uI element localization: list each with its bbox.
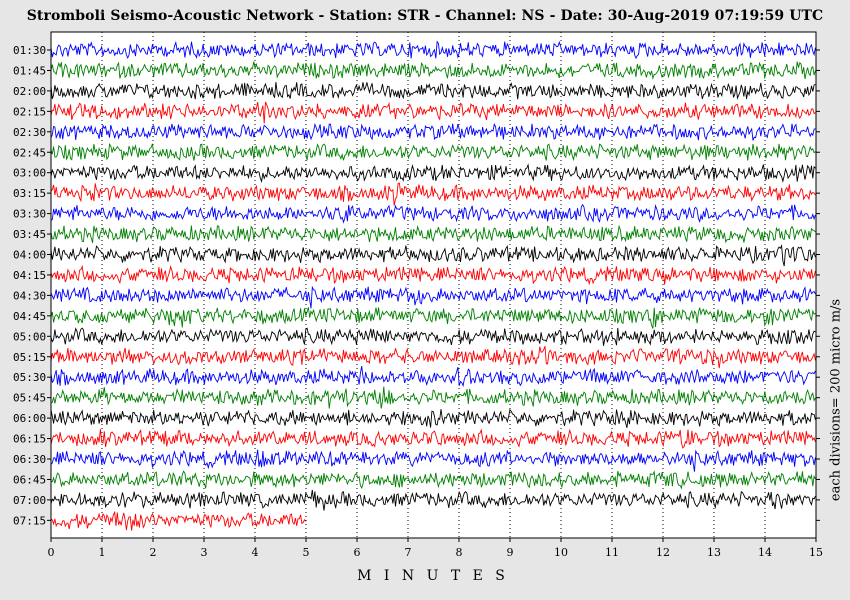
time-label: 02:30 bbox=[13, 126, 46, 139]
x-tick-label: 13 bbox=[707, 546, 721, 559]
x-tick-label: 10 bbox=[554, 546, 568, 559]
time-label: 05:30 bbox=[13, 371, 46, 384]
trace-0515 bbox=[50, 345, 816, 369]
trace-0645 bbox=[50, 470, 816, 490]
trace-0230 bbox=[50, 122, 816, 141]
trace-0330 bbox=[50, 203, 816, 224]
time-label: 02:00 bbox=[13, 85, 46, 98]
x-tick-label: 6 bbox=[354, 546, 361, 559]
x-tick-label: 5 bbox=[303, 546, 310, 559]
trace-0200 bbox=[50, 82, 816, 100]
trace-0530 bbox=[50, 366, 816, 388]
trace-0700 bbox=[50, 489, 816, 511]
trace-0345 bbox=[50, 224, 816, 244]
trace-0630 bbox=[50, 449, 816, 472]
trace-0500 bbox=[50, 327, 816, 346]
trace-group bbox=[50, 40, 816, 531]
trace-0245 bbox=[50, 143, 816, 162]
x-tick-label: 0 bbox=[48, 546, 55, 559]
x-tick-label: 12 bbox=[656, 546, 670, 559]
time-label: 04:45 bbox=[13, 310, 46, 323]
trace-0445 bbox=[50, 307, 816, 329]
time-label: 03:45 bbox=[13, 228, 46, 241]
trace-0130 bbox=[50, 40, 816, 60]
x-tick-label: 4 bbox=[252, 546, 259, 559]
trace-0415 bbox=[50, 264, 816, 286]
x-tick-label: 3 bbox=[201, 546, 208, 559]
x-tick-label: 2 bbox=[150, 546, 157, 559]
trace-0430 bbox=[50, 285, 816, 309]
trace-0145 bbox=[50, 61, 816, 80]
x-tick-label: 11 bbox=[605, 546, 619, 559]
x-ticks: 0 1 2 3 4 5 6 7 8 9 10 11 12 13 14 15 bbox=[48, 538, 823, 559]
x-tick-label: 8 bbox=[456, 546, 463, 559]
time-label: 01:30 bbox=[13, 44, 46, 57]
trace-0715 bbox=[50, 510, 307, 531]
trace-0615 bbox=[50, 428, 816, 449]
x-tick-label: 7 bbox=[405, 546, 412, 559]
time-label: 04:00 bbox=[13, 249, 46, 262]
time-label: 06:00 bbox=[13, 412, 46, 425]
time-label: 06:30 bbox=[13, 453, 46, 466]
trace-0315 bbox=[50, 182, 816, 206]
x-tick-label: 15 bbox=[809, 546, 823, 559]
time-label: 04:30 bbox=[13, 289, 46, 302]
time-label: 07:00 bbox=[13, 494, 46, 507]
plot-area bbox=[51, 32, 816, 538]
time-label: 05:45 bbox=[13, 392, 46, 405]
trace-0215 bbox=[50, 101, 816, 124]
x-tick-label: 1 bbox=[99, 546, 106, 559]
x-tick-label: 14 bbox=[758, 546, 772, 559]
time-label: 05:00 bbox=[13, 330, 46, 343]
x-tick-label: 9 bbox=[507, 546, 514, 559]
time-label: 06:15 bbox=[13, 433, 46, 446]
trace-0300 bbox=[50, 163, 816, 184]
time-label: 04:15 bbox=[13, 269, 46, 282]
time-label: 06:45 bbox=[13, 473, 46, 486]
time-label: 03:30 bbox=[13, 208, 46, 221]
x-axis-label: M I N U T E S bbox=[357, 568, 509, 584]
time-label: 02:45 bbox=[13, 146, 46, 159]
trace-0400 bbox=[50, 244, 816, 267]
trace-0545 bbox=[50, 386, 816, 409]
plot-border bbox=[50, 31, 817, 539]
scale-note: each divisions= 200 micro m/s bbox=[828, 298, 844, 502]
time-label: 03:15 bbox=[13, 187, 46, 200]
time-label: 07:15 bbox=[13, 514, 46, 527]
time-label: 02:15 bbox=[13, 105, 46, 118]
chart-title: Stromboli Seismo-Acoustic Network - Stat… bbox=[26, 8, 824, 24]
time-labels: 01:30 01:45 02:00 02:15 02:30 02:45 03:00 03:15… bbox=[13, 44, 820, 527]
time-label: 05:15 bbox=[13, 351, 46, 364]
time-label: 01:45 bbox=[13, 64, 46, 77]
time-label: 03:00 bbox=[13, 167, 46, 180]
trace-0600 bbox=[50, 408, 816, 428]
